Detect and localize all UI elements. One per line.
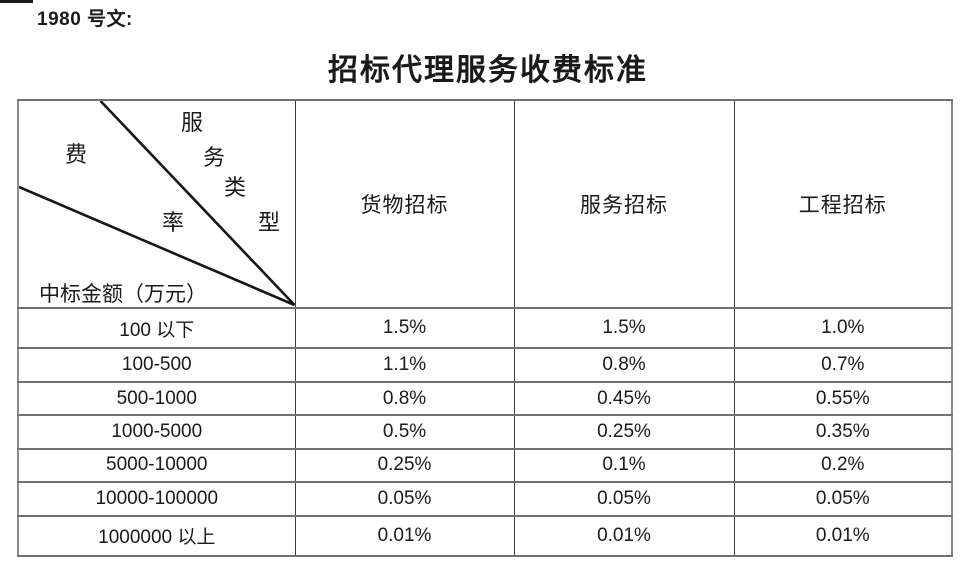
doc-title: 招标代理服务收费标准 — [328, 54, 648, 87]
fee-value-cell: 0.05% — [294, 481, 515, 517]
column-header-service-bidding: 服务招标 — [513, 99, 735, 309]
table-row: 500-1000 0.8% 0.45% 0.55% — [17, 380, 953, 417]
fee-value-cell: 0.55% — [733, 380, 953, 417]
column-header-goods-bidding: 货物招标 — [294, 99, 515, 309]
row-range-cell: 5000-10000 — [17, 447, 296, 484]
fee-value-cell: 0.7% — [733, 347, 953, 383]
table-row: 100-500 1.1% 0.8% 0.7% — [17, 347, 953, 383]
corner-fee-rate-char: 费 — [65, 142, 88, 167]
fee-value-cell: 0.01% — [294, 514, 515, 558]
fee-value-cell: 0.01% — [513, 514, 735, 558]
fee-value-cell: 0.05% — [513, 481, 735, 517]
fee-value-cell: 1.5% — [294, 306, 515, 350]
table-row: 1000000 以上 0.01% 0.01% 0.01% — [17, 514, 953, 558]
fee-value-cell: 1.5% — [513, 306, 735, 350]
row-range-cell: 1000-5000 — [17, 414, 296, 450]
table-row: 5000-10000 0.25% 0.1% 0.2% — [17, 447, 953, 484]
corner-service-type-char: 类 — [224, 175, 247, 200]
row-range-cell: 100-500 — [17, 347, 296, 383]
table-corner-cell: 服 务 类 型 费 率 中标金额（万元） — [17, 99, 296, 309]
fee-value-cell: 0.8% — [513, 347, 735, 383]
corner-fee-rate-char: 率 — [162, 210, 185, 235]
fee-value-cell: 1.1% — [294, 347, 515, 383]
fee-value-cell: 0.35% — [733, 414, 953, 450]
fee-value-cell: 0.2% — [733, 447, 953, 484]
corner-service-type-char: 型 — [258, 210, 281, 235]
table-header-row: 服 务 类 型 费 率 中标金额（万元） 货物招标 服务招标 工程招标 — [17, 99, 953, 309]
corner-service-type-char: 务 — [203, 145, 226, 170]
doc-ref-label: 1980 号文: — [37, 9, 133, 30]
fee-value-cell: 0.01% — [733, 514, 953, 558]
table-row: 10000-100000 0.05% 0.05% 0.05% — [17, 481, 953, 517]
fee-value-cell: 0.05% — [733, 481, 953, 517]
row-range-cell: 500-1000 — [17, 380, 296, 417]
fee-value-cell: 0.8% — [294, 380, 515, 417]
row-range-cell: 1000000 以上 — [17, 514, 296, 558]
column-header-engineering-bidding: 工程招标 — [733, 99, 953, 309]
corner-amount-axis-label: 中标金额（万元） — [39, 282, 207, 306]
fee-value-cell: 0.25% — [294, 447, 515, 484]
fee-value-cell: 0.25% — [513, 414, 735, 450]
diagonal-divider-lines — [19, 101, 295, 307]
corner-service-type-char: 服 — [181, 110, 204, 135]
scan-corner-mark — [0, 0, 33, 3]
table-row: 100 以下 1.5% 1.5% 1.0% — [17, 306, 953, 350]
fee-value-cell: 0.5% — [294, 414, 515, 450]
row-range-cell: 10000-100000 — [17, 481, 296, 517]
fee-value-cell: 1.0% — [733, 306, 953, 350]
fee-table: 服 务 类 型 费 率 中标金额（万元） 货物招标 服务招标 工程招标 100 … — [17, 99, 953, 558]
row-range-cell: 100 以下 — [17, 306, 296, 350]
fee-value-cell: 0.45% — [513, 380, 735, 417]
fee-value-cell: 0.1% — [513, 447, 735, 484]
table-row: 1000-5000 0.5% 0.25% 0.35% — [17, 414, 953, 450]
